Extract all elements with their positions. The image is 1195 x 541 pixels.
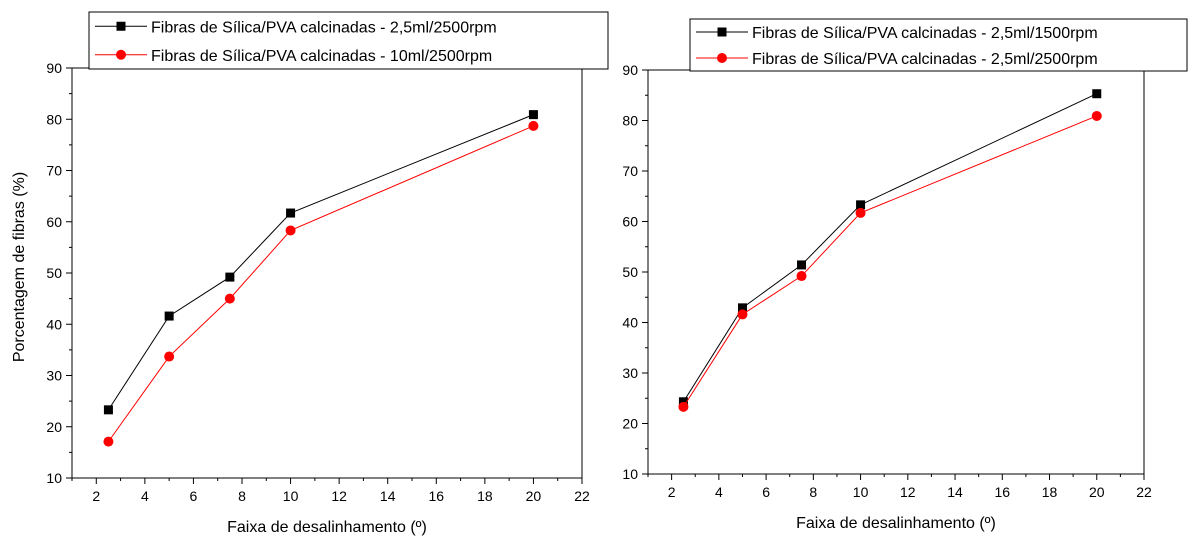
x-tick-label: 18 [477,488,493,504]
y-tick-label: 30 [622,365,638,381]
series-line-2 [108,125,534,442]
legend-marker-square-icon [116,21,126,31]
y-tick-label: 90 [46,60,62,76]
x-tick-label: 14 [380,488,396,504]
data-point [737,303,747,313]
data-point [797,260,807,270]
data-point [855,207,866,218]
x-tick-label: 8 [809,484,817,500]
data-point [164,311,174,321]
y-tick-label: 70 [46,163,62,179]
legend-entry-label: Fibras de Sílica/PVA calcinadas - 2,5ml/… [151,19,497,36]
x-tick-label: 8 [238,488,246,504]
x-tick-label: 18 [1042,484,1058,500]
legend-marker-square-icon [717,27,727,37]
x-tick-label: 4 [715,484,723,500]
x-tick-label: 20 [526,488,542,504]
y-tick-label: 60 [46,214,62,230]
data-point [103,405,113,415]
y-tick-label: 70 [622,163,638,179]
data-point [286,208,296,218]
x-tick-label: 20 [1089,484,1105,500]
legend: Fibras de Sílica/PVA calcinadas - 2,5ml/… [88,11,609,70]
series-line-2 [683,115,1097,408]
y-tick-label: 40 [622,315,638,331]
legend-box [689,18,1188,72]
x-tick-label: 16 [428,488,444,504]
data-point [224,293,235,304]
y-tick-label: 10 [622,466,638,482]
x-tick-label: 14 [947,484,963,500]
data-point [856,200,866,210]
legend-entry-label: Fibras de Sílica/PVA calcinadas - 2,5ml/… [752,25,1098,42]
y-tick-label: 60 [622,214,638,230]
y-axis-label: Porcentagem de fibras (%) [11,172,28,362]
data-point [528,120,539,131]
data-point [678,397,688,407]
data-point [737,309,748,320]
y-tick-label: 20 [622,416,638,432]
data-point [528,110,538,120]
y-tick-label: 10 [46,470,62,486]
plot-frame [647,69,1145,475]
x-tick-label: 22 [574,488,590,504]
series-line-1 [108,114,534,411]
legend: Fibras de Sílica/PVA calcinadas - 2,5ml/… [689,18,1188,72]
y-tick-label: 30 [46,368,62,384]
x-tick-label: 6 [762,484,770,500]
x-tick-label: 12 [331,488,347,504]
legend-marker-circle-icon [116,49,126,60]
y-tick-label: 80 [622,113,638,129]
plot-frame [71,67,583,479]
data-point [1092,89,1102,99]
y-tick-label: 20 [46,419,62,435]
data-point [225,272,235,282]
chart-1: 2 4 6 8 10 12 14 16 18 20 22 10 20 30 40 50 60 70 80 90 Faix… [11,11,609,536]
x-tick-label: 12 [900,484,916,500]
x-tick-label: 22 [1136,484,1152,500]
legend-marker-circle-icon [717,53,727,63]
x-tick-label: 10 [853,484,869,500]
x-axis-label: Faixa de desalinhamento (º) [227,519,427,536]
data-point [103,436,114,447]
x-tick-label: 2 [668,484,676,500]
y-tick-label: 50 [622,264,638,280]
x-tick-label: 16 [994,484,1010,500]
data-point [678,401,689,412]
legend-box [88,11,609,70]
data-point [1091,110,1102,121]
x-tick-label: 2 [92,488,100,504]
y-tick-label: 80 [46,111,62,127]
data-point [285,225,296,236]
y-tick-label: 50 [46,265,62,281]
y-tick-label: 90 [622,62,638,78]
data-point [164,351,175,362]
y-tick-label: 40 [46,316,62,332]
x-tick-label: 6 [190,488,198,504]
chart-2: 2 4 6 8 10 12 14 16 18 20 22 10 20 30 40 50 60 70 80 90 Faix… [622,18,1188,532]
x-axis-label: Faixa de desalinhamento (º) [796,515,996,532]
data-point [796,271,807,282]
legend-entry-label: Fibras de Sílica/PVA calcinadas - 10ml/2… [151,48,492,65]
legend-entry-label: Fibras de Sílica/PVA calcinadas - 2,5ml/… [752,51,1098,68]
series-line-1 [683,93,1097,403]
x-tick-label: 4 [141,488,149,504]
x-tick-label: 10 [283,488,299,504]
